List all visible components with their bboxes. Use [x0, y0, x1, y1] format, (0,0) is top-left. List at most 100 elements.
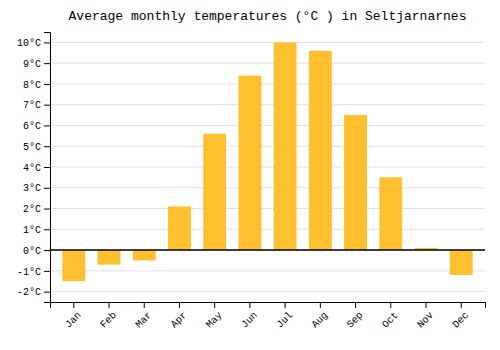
title: Average monthly temperatures (°C ) in Se…	[69, 9, 467, 24]
x-tick: Dec	[451, 302, 472, 330]
x-tick-mark	[214, 302, 215, 308]
x-tick-label: Jul	[274, 310, 295, 331]
x-tick-mark	[285, 302, 286, 308]
grid-line	[50, 167, 485, 168]
x-tick-label: Jun	[239, 310, 260, 331]
y-tick: 4°C	[23, 163, 50, 174]
x-tick-mark	[179, 302, 180, 308]
y-tick-label: 3°C	[23, 183, 41, 194]
bars	[50, 42, 485, 281]
y-axis: -2°C -1°C 0°C 1°C 2°C 3°C 4°C 5°C 6°C 7°C 8°C 9°C 10…	[17, 33, 51, 303]
x-tick: May	[204, 302, 225, 330]
x-axis: Jan Feb Mar Apr May Jun Jul Aug Sep Oct Nov Dec	[51, 302, 486, 330]
y-tick-mark	[44, 292, 50, 293]
bar	[203, 134, 226, 250]
x-tick: Sep	[345, 302, 366, 330]
x-tick: Oct	[380, 302, 401, 330]
x-tick-label: Mar	[134, 310, 155, 331]
y-tick-label: 4°C	[23, 163, 41, 174]
y-tick-label: -1°C	[17, 267, 41, 278]
y-tick: -1°C	[17, 267, 50, 278]
bar	[62, 250, 85, 281]
x-tick: Jan	[63, 302, 84, 330]
grid-line	[50, 63, 485, 64]
grid-line	[50, 146, 485, 147]
y-tick-mark	[44, 125, 50, 126]
y-tick-label: 8°C	[23, 80, 41, 91]
y-tick-mark	[44, 84, 50, 85]
bar	[168, 206, 191, 250]
x-tick: Feb	[98, 302, 119, 330]
y-tick-label: 2°C	[23, 204, 41, 215]
x-tick: Jun	[239, 302, 260, 330]
y-tick-mark	[44, 105, 50, 106]
x-tick-label: Feb	[98, 310, 119, 331]
x-tick-mark	[249, 302, 250, 308]
x-tick-mark	[73, 302, 74, 308]
bar	[344, 115, 367, 250]
x-tick: Mar	[134, 302, 155, 330]
y-tick: 9°C	[23, 59, 50, 70]
plot: -2°C -1°C 0°C 1°C 2°C 3°C 4°C 5°C 6°C 7°C 8°C 9°C 10…	[17, 33, 486, 331]
y-tick-mark	[44, 271, 50, 272]
x-tick-mark	[426, 302, 427, 308]
y-tick-label: 10°C	[17, 38, 41, 49]
grid-line	[50, 250, 485, 251]
y-tick: 5°C	[23, 142, 50, 153]
x-tick-mark	[320, 302, 321, 308]
chart: -2°C -1°C 0°C 1°C 2°C 3°C 4°C 5°C 6°C 7°C 8°C 9°C 10…	[0, 0, 500, 350]
grid-line	[50, 42, 485, 43]
y-tick-label: 0°C	[23, 246, 41, 257]
x-tick: Apr	[169, 302, 190, 330]
x-tick: Jul	[274, 302, 295, 330]
bar	[450, 250, 473, 275]
grid-line	[50, 187, 485, 188]
y-tick-mark	[44, 146, 50, 147]
y-tick: 10°C	[17, 38, 50, 49]
y-tick-label: 9°C	[23, 59, 41, 70]
y-tick: 0°C	[23, 246, 50, 257]
x-tick-label: Nov	[415, 310, 436, 331]
grid-line	[50, 125, 485, 126]
y-tick-mark	[44, 229, 50, 230]
x-tick-label: Jan	[63, 310, 84, 331]
x-tick-mark	[108, 302, 109, 308]
x-tick: Nov	[415, 302, 436, 330]
y-tick: 8°C	[23, 80, 50, 91]
y-tick-mark	[44, 250, 50, 251]
bar	[309, 51, 332, 250]
x-tick-label: Apr	[169, 310, 190, 331]
grid-line	[50, 104, 485, 105]
grid-line	[50, 270, 485, 271]
x-tick-mark	[355, 302, 356, 308]
grid-line	[50, 229, 485, 230]
grid	[50, 42, 485, 291]
x-tick-mark	[390, 302, 391, 308]
y-tick: 7°C	[23, 100, 50, 111]
grid-line	[50, 208, 485, 209]
y-tick-label: -2°C	[17, 287, 41, 298]
x-tick-label: Dec	[451, 310, 472, 331]
bar	[379, 177, 402, 250]
y-tick: -2°C	[17, 287, 50, 298]
grid-line	[50, 291, 485, 292]
x-tick-label: Aug	[310, 310, 331, 331]
y-axis-line	[44, 33, 51, 303]
y-tick-mark	[44, 188, 50, 189]
y-tick-label: 1°C	[23, 225, 41, 236]
y-tick-label: 7°C	[23, 100, 41, 111]
x-tick-label: May	[204, 310, 225, 331]
bar	[238, 76, 261, 250]
bar	[274, 42, 297, 250]
y-tick-label: 6°C	[23, 121, 41, 132]
zero-line	[50, 249, 485, 251]
bar	[98, 250, 121, 265]
grid-line	[50, 83, 485, 84]
x-tick-mark	[461, 302, 462, 308]
x-tick: Aug	[310, 302, 331, 330]
bar	[133, 250, 156, 260]
y-tick-label: 5°C	[23, 142, 41, 153]
y-tick: 1°C	[23, 225, 50, 236]
x-axis-line	[51, 303, 486, 309]
y-tick-mark	[44, 42, 50, 43]
